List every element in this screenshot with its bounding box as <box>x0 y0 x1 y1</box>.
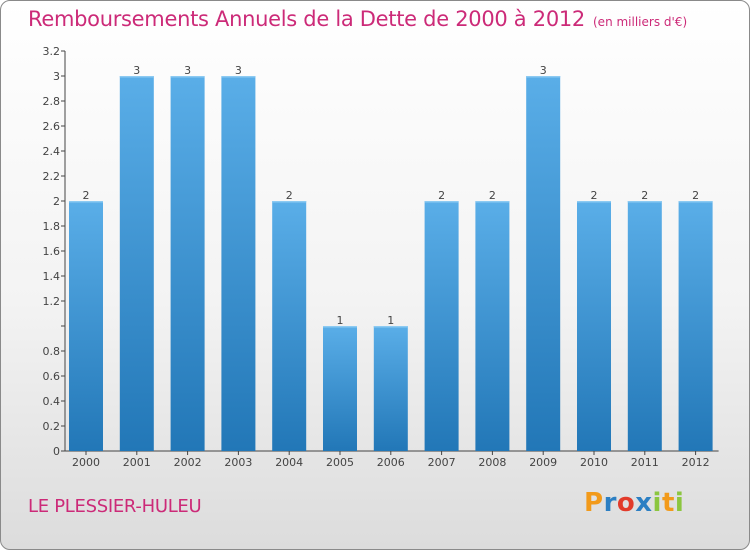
y-axis: 0 0.2 0.4 0.6 0.8 1.2 1.4 1.6 1.8 2 2.2 2.4 2.6 2.8 3 3… <box>43 45 66 458</box>
bar-highlight <box>475 201 510 203</box>
data-label: 2 <box>641 189 648 202</box>
data-label: 2 <box>591 189 598 202</box>
chart-title: Remboursements Annuels de la Dette de 20… <box>28 7 687 31</box>
bar-2008 <box>475 201 510 451</box>
bar-highlight <box>170 76 205 78</box>
y-tick-label: 1.8 <box>43 220 61 233</box>
bar-2006 <box>373 326 408 451</box>
bar-highlight <box>373 326 408 328</box>
x-tick-label: 2007 <box>428 456 456 469</box>
y-tick-label: 0.6 <box>43 370 61 383</box>
bar-highlight <box>424 201 459 203</box>
x-tick-label: 2008 <box>478 456 506 469</box>
bar-highlight <box>577 201 611 203</box>
x-axis: 2000 2001 2002 2003 2004 2005 2006 2007 2008 2009… <box>65 450 719 469</box>
logo-letter: P <box>584 488 604 518</box>
data-label: 2 <box>489 189 496 202</box>
logo-letter: t <box>661 488 675 518</box>
x-tick-label: 2004 <box>275 456 303 469</box>
bar-highlight <box>221 76 256 78</box>
logo-letter: x <box>635 488 653 518</box>
y-tick-label: 0.2 <box>43 420 61 433</box>
data-label: 3 <box>235 64 242 77</box>
bar-2012 <box>678 201 713 451</box>
y-tick-label: 3.2 <box>43 45 61 58</box>
x-tick-label: 2010 <box>580 456 608 469</box>
y-tick-label: 1.2 <box>43 295 61 308</box>
x-tick-label: 2002 <box>174 456 202 469</box>
y-tick-label: 2.6 <box>43 120 61 133</box>
x-tick-label: 2001 <box>123 456 151 469</box>
bar-2004 <box>272 201 307 451</box>
y-tick-label: 0.8 <box>43 345 61 358</box>
bar-highlight <box>272 201 307 203</box>
logo-letter: r <box>603 488 617 518</box>
bar-highlight <box>119 76 154 78</box>
x-tick-label: 2011 <box>631 456 659 469</box>
bar-2009 <box>526 76 561 451</box>
bar-2003 <box>221 76 256 451</box>
data-label: 2 <box>286 189 293 202</box>
title-text: Remboursements Annuels de la Dette de 20… <box>28 7 585 31</box>
logo-letter: i <box>674 488 685 518</box>
y-tick-label: 0.4 <box>43 395 61 408</box>
bar-highlight <box>323 326 357 328</box>
y-tick-label: 1.4 <box>43 270 61 283</box>
bar-2005 <box>323 326 357 451</box>
data-label: 3 <box>540 64 547 77</box>
x-tick-label: 2009 <box>529 456 557 469</box>
data-label: 3 <box>133 64 140 77</box>
unit-text: (en milliers d'€) <box>593 15 688 29</box>
data-label: 3 <box>184 64 191 77</box>
bar-highlight <box>526 76 561 78</box>
proxiti-logo: Proxiti <box>584 488 684 518</box>
x-tick-label: 2005 <box>326 456 354 469</box>
data-label: 2 <box>83 189 90 202</box>
data-label: 2 <box>438 189 445 202</box>
bar-highlight <box>627 201 662 203</box>
bar-2007 <box>424 201 459 451</box>
y-tick-label: 2 <box>53 195 60 208</box>
bars: 2 3 3 3 2 1 1 2 2 3 2 2 2 <box>69 64 713 451</box>
y-tick-label: 1.6 <box>43 245 61 258</box>
bar-2011 <box>627 201 662 451</box>
y-tick-label: 2.4 <box>43 145 61 158</box>
bar-2001 <box>119 76 154 451</box>
x-tick-label: 2012 <box>682 456 710 469</box>
bar-2010 <box>577 201 611 451</box>
town-name: LE PLESSIER-HULEU <box>28 496 202 517</box>
y-tick-label: 3 <box>53 70 60 83</box>
y-tick-label: 2.8 <box>43 95 61 108</box>
data-label: 1 <box>337 314 344 327</box>
x-tick-label: 2006 <box>377 456 405 469</box>
data-label: 2 <box>692 189 699 202</box>
bar-highlight <box>69 201 103 203</box>
bar-2000 <box>69 201 103 451</box>
logo-letter: i <box>652 488 662 518</box>
y-tick-label: 0 <box>53 445 60 458</box>
y-tick-label: 2.2 <box>43 170 61 183</box>
logo-letter: o <box>616 488 636 518</box>
data-label: 1 <box>387 314 394 327</box>
bar-2002 <box>170 76 205 451</box>
x-tick-label: 2000 <box>72 456 100 469</box>
x-tick-label: 2003 <box>224 456 252 469</box>
bar-highlight <box>678 201 713 203</box>
